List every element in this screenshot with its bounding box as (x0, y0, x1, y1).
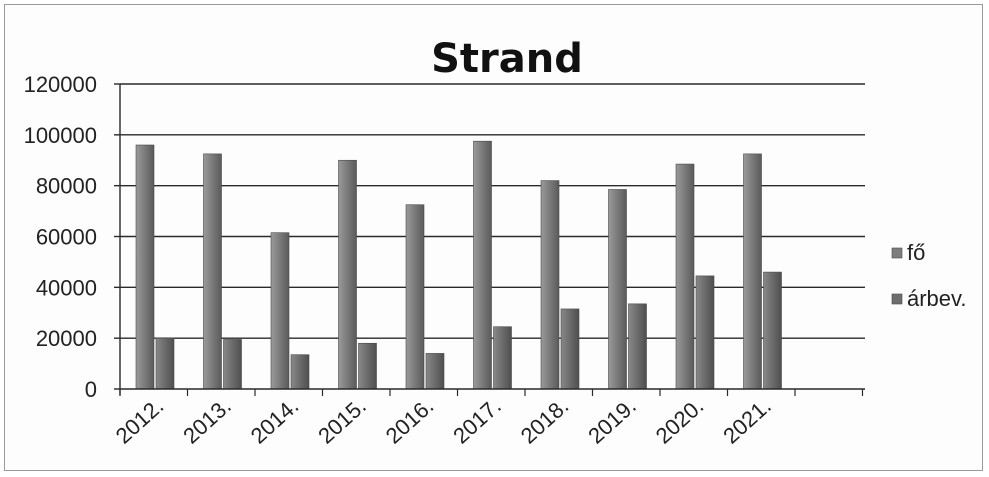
chart-title: Strand (431, 36, 583, 82)
x-tick-label: 2018. (516, 393, 574, 448)
legend-swatch (891, 247, 903, 259)
bar-fo-9 (743, 153, 762, 390)
bar-arbev-9 (763, 271, 782, 390)
bar-fo-7 (608, 189, 627, 390)
bar-fo-8 (675, 163, 695, 390)
bar-arbev-0 (155, 337, 175, 390)
gridlines (120, 83, 865, 339)
x-tick-label: 2015. (313, 393, 371, 448)
y-tick-label: 40000 (36, 275, 97, 300)
y-tick-label: 120000 (24, 72, 97, 97)
y-tick-label: 0 (85, 377, 97, 402)
chart-frame (4, 4, 983, 471)
bar-arbev-8 (695, 275, 715, 390)
x-axis-tick-labels: 2012. 2013. 2014. 2015. 2016. 2017. 2018. 2019.… (111, 393, 776, 448)
bar-fo-2 (270, 232, 290, 390)
bar-fo-3 (338, 159, 357, 390)
y-tick-label: 100000 (24, 123, 97, 148)
x-tick-label: 2020. (651, 393, 709, 448)
x-tick-label: 2016. (381, 393, 439, 448)
bar-arbev-6 (560, 308, 580, 390)
x-tick-label: 2021. (718, 393, 776, 448)
bar-fo-0 (135, 144, 155, 390)
bar-fo-6 (540, 180, 560, 390)
bar-arbev-7 (628, 303, 647, 390)
x-tick-label: 2017. (448, 393, 506, 448)
bar-fo-4 (405, 204, 425, 390)
bars (135, 140, 782, 390)
x-tick-label: 2019. (583, 393, 641, 448)
axes (114, 83, 865, 396)
bar-fo-1 (203, 153, 222, 390)
bar-arbev-1 (223, 339, 242, 390)
x-tick-label: 2013. (178, 393, 236, 448)
y-tick-label: 20000 (36, 326, 97, 351)
legend-label: árbev. (907, 286, 967, 311)
y-axis-tick-labels: 0 20000 40000 60000 80000 100000 120000 (24, 72, 97, 402)
legend: fő árbev. (891, 240, 967, 311)
x-tick-label: 2014. (246, 393, 304, 448)
bar-fo-5 (473, 140, 492, 390)
y-tick-label: 80000 (36, 174, 97, 199)
legend-label: fő (907, 240, 925, 265)
y-tick-label: 60000 (36, 225, 97, 250)
x-tick-label: 2012. (111, 393, 169, 448)
bar-arbev-2 (290, 354, 310, 390)
bar-arbev-5 (493, 326, 512, 390)
bar-arbev-3 (358, 342, 377, 390)
bar-arbev-4 (425, 353, 445, 390)
legend-swatch (891, 293, 903, 305)
